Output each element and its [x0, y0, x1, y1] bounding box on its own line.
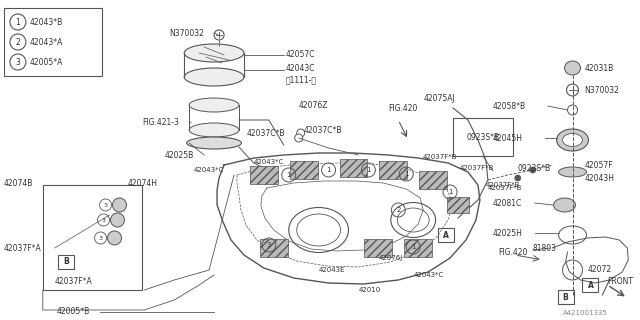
Ellipse shape	[559, 167, 586, 177]
Text: 3: 3	[104, 203, 108, 207]
Bar	[419, 171, 447, 189]
Bar	[250, 166, 278, 184]
Text: 42043C: 42043C	[286, 63, 316, 73]
Ellipse shape	[563, 133, 582, 147]
Text: B: B	[563, 292, 568, 301]
Text: 1: 1	[411, 244, 415, 250]
Text: 42076Z: 42076Z	[299, 100, 328, 109]
Text: 2: 2	[396, 207, 401, 213]
Bar	[4, 8, 102, 76]
Text: 2: 2	[15, 37, 20, 46]
Bar	[453, 118, 513, 156]
Circle shape	[108, 231, 122, 245]
Text: 42037F*B: 42037F*B	[423, 154, 458, 160]
Text: 3: 3	[99, 236, 102, 241]
Bar	[340, 159, 367, 177]
Text: B: B	[63, 258, 68, 267]
Bar	[380, 161, 407, 179]
Circle shape	[515, 175, 521, 181]
Text: 42005*A: 42005*A	[30, 58, 63, 67]
Text: 42037F*A: 42037F*A	[55, 277, 93, 286]
Text: A: A	[588, 281, 593, 290]
Bar	[447, 197, 469, 213]
Text: FIG.420: FIG.420	[388, 103, 418, 113]
Text: 42043*B: 42043*B	[30, 18, 63, 27]
Text: 1: 1	[15, 18, 20, 27]
Text: 42037F*A: 42037F*A	[4, 244, 42, 252]
Text: 0923S*B: 0923S*B	[518, 164, 551, 172]
Text: （1111-）: （1111-）	[286, 76, 317, 84]
Text: N370032: N370032	[169, 28, 204, 37]
Bar	[260, 239, 288, 257]
Circle shape	[530, 167, 536, 173]
Text: 42043*C: 42043*C	[413, 272, 444, 278]
Text: 42057C: 42057C	[286, 50, 316, 59]
Circle shape	[295, 134, 303, 142]
Bar	[43, 185, 142, 290]
Circle shape	[113, 198, 127, 212]
Text: 42025B: 42025B	[164, 150, 193, 159]
Ellipse shape	[189, 98, 239, 112]
Bar	[404, 239, 432, 257]
Text: 42081C: 42081C	[493, 198, 522, 207]
Text: 42043H: 42043H	[584, 173, 614, 182]
Text: 42043E: 42043E	[319, 267, 345, 273]
Bar	[364, 239, 392, 257]
Text: 42045H: 42045H	[493, 133, 523, 142]
Text: 42037F*B: 42037F*B	[488, 185, 522, 191]
Text: 42025H: 42025H	[493, 228, 523, 237]
Text: 42058*B: 42058*B	[493, 101, 526, 110]
Ellipse shape	[554, 198, 575, 212]
Circle shape	[297, 129, 305, 137]
Text: 42037C*B: 42037C*B	[247, 129, 285, 138]
Ellipse shape	[564, 61, 580, 75]
Text: 42057F: 42057F	[584, 161, 613, 170]
Text: FIG.420: FIG.420	[498, 247, 527, 257]
Text: 42010: 42010	[358, 287, 381, 293]
Text: 3: 3	[102, 218, 106, 222]
Text: 42037F*B: 42037F*B	[460, 165, 494, 171]
Text: 42031B: 42031B	[584, 63, 614, 73]
Circle shape	[568, 105, 577, 115]
Text: A: A	[443, 230, 449, 239]
Text: 42043*C: 42043*C	[194, 167, 225, 173]
Bar	[582, 278, 598, 292]
Ellipse shape	[189, 123, 239, 137]
Text: 1: 1	[326, 167, 331, 173]
Circle shape	[566, 84, 579, 96]
Text: 1: 1	[287, 172, 291, 178]
Text: 81803: 81803	[532, 244, 557, 252]
Text: 42076J: 42076J	[378, 255, 403, 261]
Text: A421001335: A421001335	[563, 310, 607, 316]
Text: FIG.421-3: FIG.421-3	[142, 117, 179, 126]
Text: 3: 3	[267, 242, 271, 248]
Text: 42074H: 42074H	[127, 179, 157, 188]
Text: 42075AJ: 42075AJ	[423, 93, 455, 102]
Text: 0923S*B: 0923S*B	[467, 132, 499, 141]
Text: 1: 1	[366, 167, 371, 173]
Text: 1: 1	[404, 171, 408, 177]
Bar	[438, 228, 454, 242]
Text: 42037C*B: 42037C*B	[304, 125, 342, 134]
Text: 3: 3	[15, 58, 20, 67]
Circle shape	[214, 30, 224, 40]
Circle shape	[111, 213, 124, 227]
Ellipse shape	[184, 68, 244, 86]
Ellipse shape	[557, 129, 588, 151]
Bar	[557, 290, 573, 304]
Text: 42072: 42072	[588, 266, 612, 275]
Text: 42037F*B: 42037F*B	[486, 182, 520, 188]
Bar	[290, 161, 317, 179]
Ellipse shape	[187, 137, 241, 149]
Text: 42043*C: 42043*C	[254, 159, 284, 165]
Text: 42074B: 42074B	[4, 179, 33, 188]
Text: 42043*A: 42043*A	[30, 37, 63, 46]
Text: 1: 1	[448, 189, 452, 195]
Bar	[58, 255, 74, 269]
Text: 42005*B: 42005*B	[57, 308, 90, 316]
Text: FRONT: FRONT	[607, 277, 634, 286]
Text: N370032: N370032	[584, 85, 620, 94]
Ellipse shape	[184, 44, 244, 62]
